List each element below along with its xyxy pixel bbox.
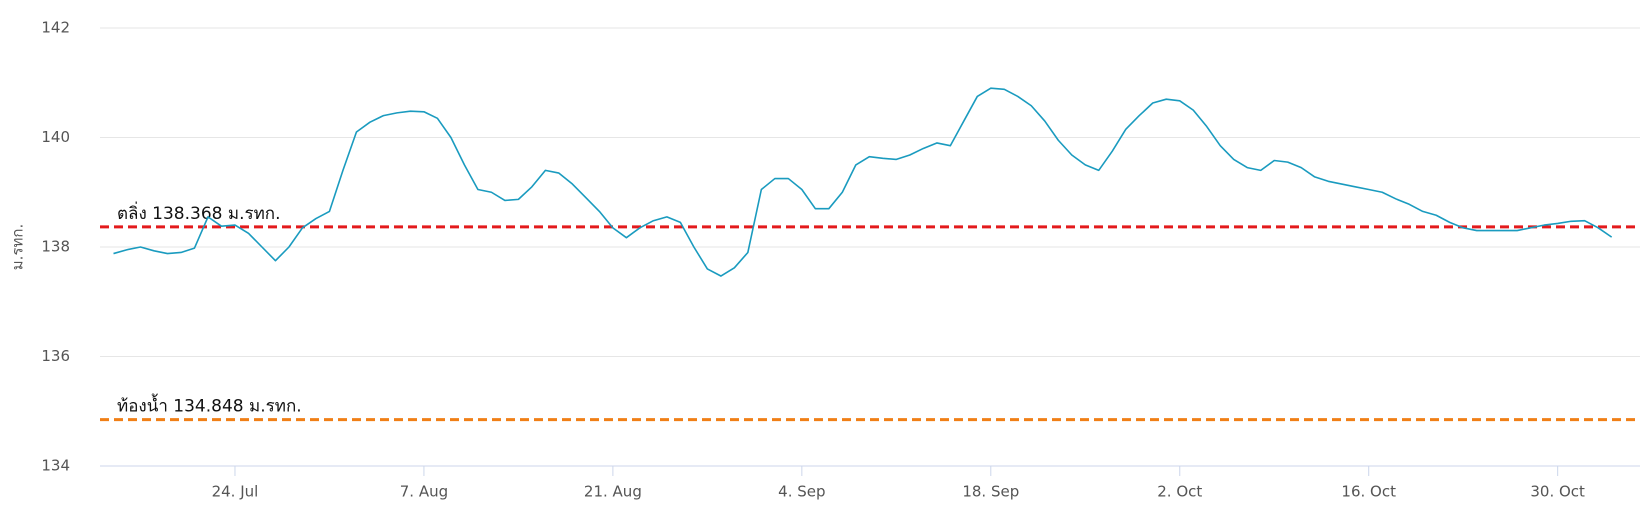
x-tick-label: 2. Oct <box>1157 483 1202 501</box>
y-tick-label: 136 <box>41 347 70 365</box>
x-tick-label: 4. Sep <box>778 483 825 501</box>
y-tick-label: 134 <box>41 457 70 475</box>
x-tick-label: 16. Oct <box>1341 483 1396 501</box>
y-tick-label: 142 <box>41 19 70 37</box>
x-tick-label: 21. Aug <box>584 483 642 501</box>
y-tick-label: 138 <box>41 238 70 256</box>
x-tick-label: 24. Jul <box>212 483 259 501</box>
reference-label: ท้องน้ำ 134.848 ม.รทก. <box>117 394 302 417</box>
y-axis-label: ม.รทก. <box>9 224 27 270</box>
y-tick-label: 140 <box>41 128 70 146</box>
x-tick-label: 30. Oct <box>1530 483 1585 501</box>
x-tick-label: 7. Aug <box>400 483 448 501</box>
reference-label: ตลิ่ง 138.368 ม.รทก. <box>117 201 281 224</box>
x-tick-label: 18. Sep <box>962 483 1019 501</box>
water-level-line <box>113 87 1613 277</box>
